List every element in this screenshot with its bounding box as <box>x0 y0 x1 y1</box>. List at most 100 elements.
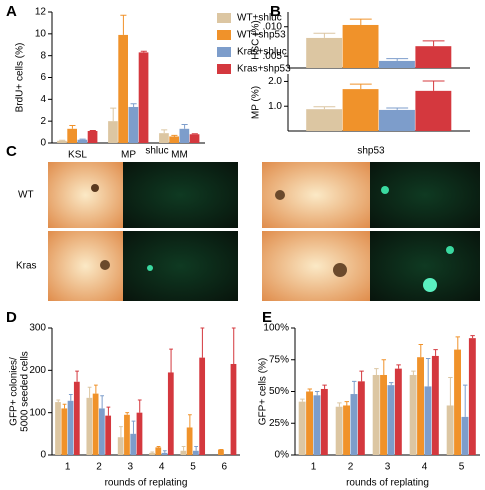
bar <box>350 394 358 455</box>
error-bar <box>125 412 130 415</box>
bar <box>394 368 402 455</box>
error-bar <box>187 414 192 428</box>
error-bar <box>156 446 161 448</box>
error-bar <box>106 406 111 416</box>
bar <box>179 128 190 143</box>
error-bar <box>462 384 468 417</box>
x-tick-label: MP <box>121 150 136 161</box>
bar <box>343 405 350 455</box>
error-bar <box>131 420 136 434</box>
bar <box>136 412 143 455</box>
error-bar <box>418 344 424 358</box>
bar <box>298 401 306 455</box>
y-axis-label: 5000 seeded cells <box>20 351 31 432</box>
bar <box>73 381 80 455</box>
panel-label: A <box>6 3 17 20</box>
bar <box>306 37 343 68</box>
x-tick-label: 2 <box>348 462 354 473</box>
bar <box>92 393 99 455</box>
legend-label: Kras+shp53 <box>237 64 291 75</box>
bar <box>342 89 379 131</box>
panel-label: E <box>262 309 272 326</box>
error-bar <box>411 370 416 375</box>
bar <box>155 447 162 455</box>
y-tick-label: 100 <box>29 407 46 418</box>
bar <box>461 416 469 455</box>
y-axis-label: HSC (%) <box>251 20 262 59</box>
error-bar <box>470 335 475 339</box>
error-bar <box>191 133 198 135</box>
error-bar <box>56 399 61 403</box>
colony <box>100 260 110 270</box>
legend-swatch <box>217 13 231 23</box>
y-axis-label: BrdU+ cells (%) <box>15 43 26 113</box>
error-bar <box>351 380 357 395</box>
bar <box>199 357 206 455</box>
bar <box>446 405 454 455</box>
image-kras-shluc-bright <box>48 231 123 301</box>
error-bar <box>422 80 445 91</box>
x-tick-label: MM <box>171 150 188 161</box>
y-tick-label: 75% <box>269 354 289 365</box>
x-tick-label: 4 <box>159 462 165 473</box>
error-bar <box>344 401 350 406</box>
bar <box>169 136 179 143</box>
error-bar <box>433 349 438 356</box>
bar <box>306 109 343 131</box>
x-tick-label: 5 <box>459 462 465 473</box>
error-bar <box>313 106 336 110</box>
panel-label: C <box>6 143 17 160</box>
y-tick-label: .010 <box>263 21 283 32</box>
error-bar <box>62 403 67 409</box>
error-bar <box>359 370 364 382</box>
y-tick-label: .005 <box>263 51 283 62</box>
bar <box>372 374 380 455</box>
error-bar <box>388 382 394 386</box>
x-tick-label: 4 <box>422 462 428 473</box>
error-bar <box>307 388 313 392</box>
gfp-spot <box>381 186 389 194</box>
bar <box>335 406 343 455</box>
bar <box>379 109 415 131</box>
bar <box>118 34 128 143</box>
bar <box>313 395 321 455</box>
error-bar <box>425 357 431 387</box>
error-bar <box>349 83 372 90</box>
image-kras-shp53-bright <box>262 231 370 301</box>
error-bar <box>313 32 336 38</box>
bar <box>99 408 105 455</box>
bar <box>380 374 387 455</box>
error-bar <box>69 125 76 129</box>
y-tick-label: 300 <box>29 323 46 334</box>
x-tick-label: 1 <box>311 462 317 473</box>
y-axis-label: MP (%) <box>251 86 262 119</box>
y-tick-label: 0 <box>40 450 46 461</box>
error-bar <box>381 359 387 375</box>
bar <box>415 90 452 131</box>
image-wt-shluc-gfp <box>123 162 238 228</box>
bar <box>149 452 155 455</box>
y-tick-label: 25% <box>269 418 289 429</box>
bar <box>117 437 124 455</box>
error-bar <box>161 129 168 134</box>
error-bar <box>130 103 137 107</box>
y-tick-label: 4 <box>40 94 46 105</box>
bar <box>167 372 174 455</box>
y-tick-label: 12 <box>35 7 47 18</box>
bar <box>161 452 168 455</box>
error-bar <box>169 348 173 373</box>
bar <box>108 121 118 143</box>
y-tick-label: 50% <box>269 386 289 397</box>
y-axis-label: GFP+ colonies/ <box>9 357 20 426</box>
bar <box>468 338 476 455</box>
error-bar <box>171 134 178 137</box>
error-bar <box>181 446 186 451</box>
bar <box>218 449 224 455</box>
y-tick-label: 2.0 <box>268 76 282 87</box>
bar <box>379 60 415 68</box>
column-label: shluc <box>145 146 168 157</box>
bar <box>124 414 130 455</box>
x-tick-label: 2 <box>96 462 102 473</box>
error-bar <box>140 50 147 53</box>
error-bar <box>79 138 86 140</box>
